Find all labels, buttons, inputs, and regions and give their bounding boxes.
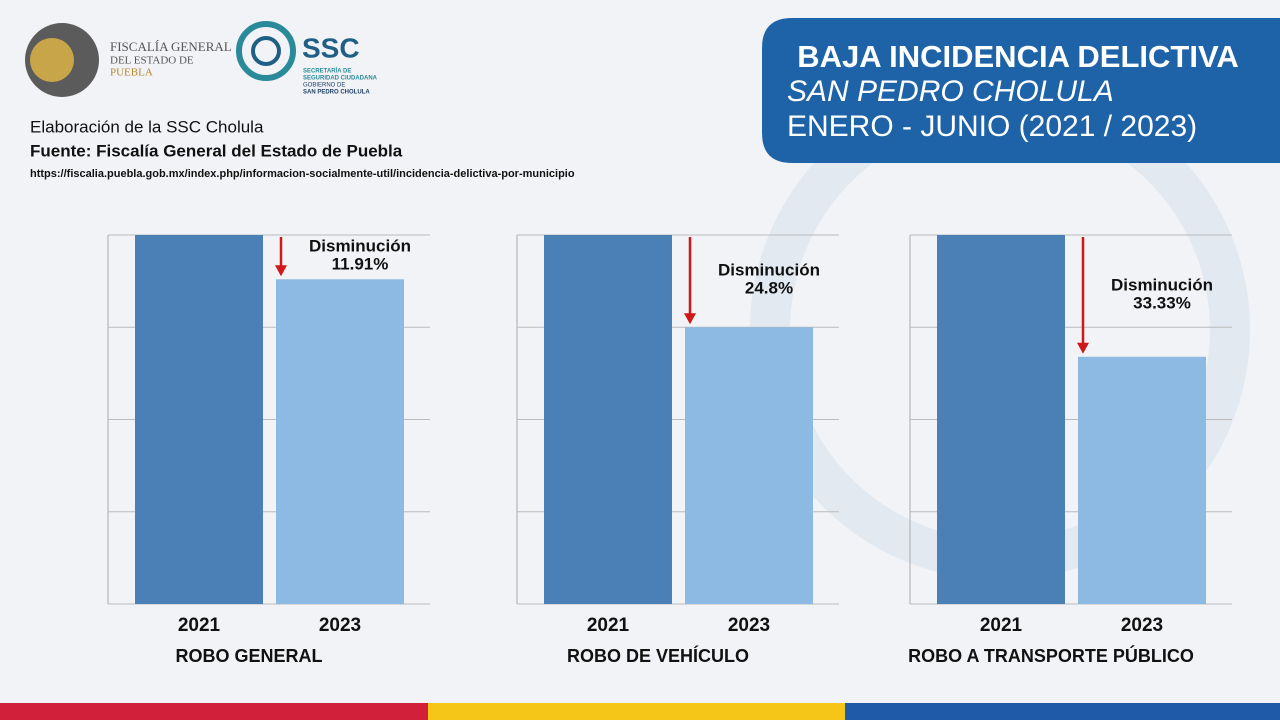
arrow-head	[684, 313, 696, 325]
title: BAJA INCIDENCIA DELICTIVA	[797, 39, 1238, 74]
title-box	[762, 18, 1280, 163]
source-text: Elaboración de la SSC Cholula	[30, 117, 264, 136]
x-axis-title: ROBO A TRANSPORTE PÚBLICO	[908, 645, 1194, 666]
source-text: Fuente: Fiscalía General del Estado de P…	[30, 141, 403, 160]
annotation: Disminución	[718, 261, 820, 280]
annotation: 33.33%	[1133, 293, 1191, 312]
x-tick-label: 2021	[980, 615, 1023, 636]
logo-text: GOBIERNO DE	[303, 83, 345, 89]
logo-text: PUEBLA	[110, 67, 153, 79]
x-tick-label: 2021	[587, 615, 630, 636]
source-url: https://fiscalia.puebla.gob.mx/index.php…	[30, 168, 575, 180]
x-tick-label: 2023	[1121, 615, 1163, 636]
bar	[685, 327, 813, 604]
x-tick-label: 2023	[319, 615, 361, 636]
annotation: 24.8%	[745, 279, 793, 298]
logo-ssc-icon	[251, 36, 281, 66]
x-tick-label: 2021	[178, 615, 221, 636]
logo-text: DEL ESTADO DE	[110, 55, 194, 67]
subtitle: ENERO - JUNIO (2021 / 2023)	[787, 110, 1197, 143]
x-tick-label: 2023	[728, 615, 770, 636]
logo-text: SECRETARÍA DE	[303, 67, 351, 75]
bar	[276, 279, 404, 604]
arrow-head	[275, 265, 287, 277]
bar	[135, 235, 263, 604]
bar	[1078, 356, 1206, 604]
logo-text: SAN PEDRO CHOLULA	[303, 90, 370, 96]
logo-ssc	[236, 21, 296, 81]
annotation: 11.91%	[332, 255, 389, 274]
logo-text: FISCALÍA GENERAL	[110, 39, 232, 54]
stripe	[0, 703, 428, 720]
subtitle: SAN PEDRO CHOLULA	[787, 75, 1114, 108]
bar	[544, 235, 672, 604]
x-axis-title: ROBO GENERAL	[175, 646, 322, 666]
stripe	[845, 703, 1280, 720]
logo-fiscalia-icon	[30, 38, 74, 82]
logo-text: SEGURIDAD CIUDADANA	[303, 76, 378, 82]
bar	[937, 235, 1065, 604]
logo-title: SSC	[302, 32, 360, 63]
arrow-head	[1077, 342, 1089, 354]
x-axis-title: ROBO DE VEHÍCULO	[567, 645, 749, 666]
stripe	[428, 703, 845, 720]
annotation: Disminución	[1111, 275, 1213, 294]
annotation: Disminución	[309, 237, 411, 256]
